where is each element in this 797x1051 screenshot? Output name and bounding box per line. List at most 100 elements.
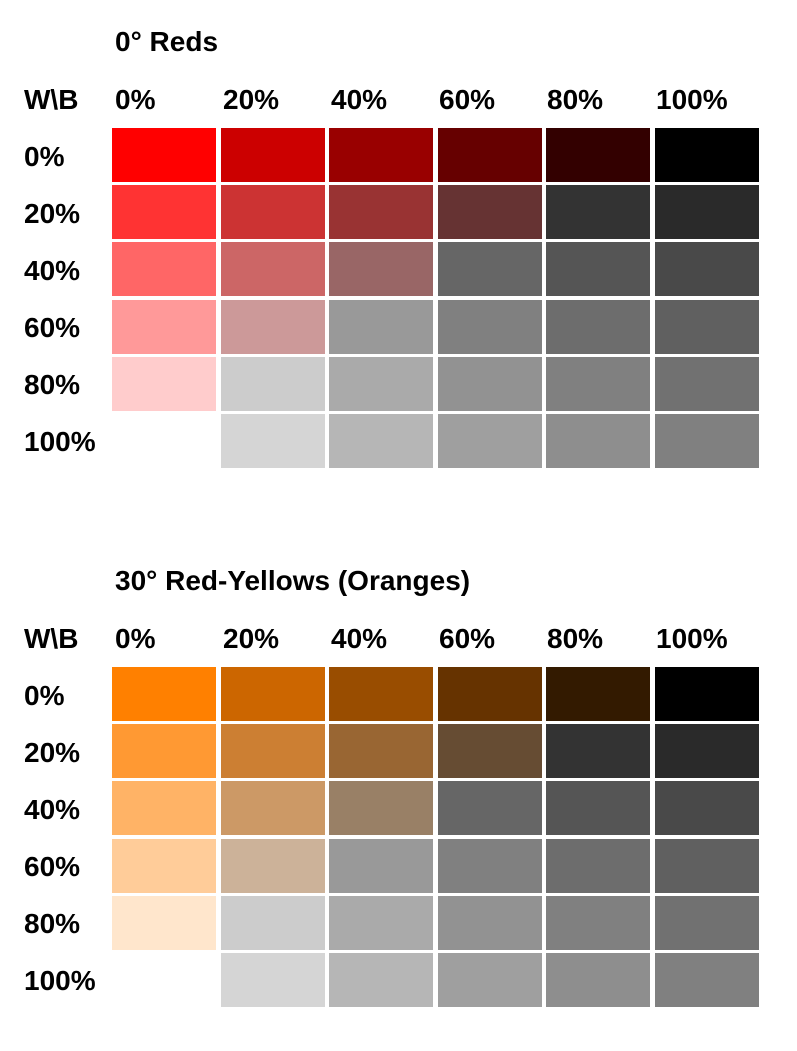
color-swatch bbox=[329, 242, 433, 296]
row-label-whiteness-80: 80% bbox=[24, 369, 81, 400]
color-swatch bbox=[655, 896, 759, 950]
color-swatch bbox=[655, 781, 759, 835]
panel-title: 0° Reds bbox=[115, 26, 219, 57]
color-swatch bbox=[438, 414, 542, 468]
color-swatch bbox=[112, 724, 216, 778]
color-swatch bbox=[546, 781, 650, 835]
color-swatch bbox=[221, 724, 325, 778]
corner-label: W\B bbox=[24, 623, 79, 654]
color-swatch bbox=[438, 724, 542, 778]
color-swatch bbox=[655, 414, 759, 468]
row-label-whiteness-0: 0% bbox=[24, 680, 65, 711]
color-swatch bbox=[546, 242, 650, 296]
color-swatch bbox=[329, 185, 433, 239]
color-swatch bbox=[329, 953, 433, 1007]
reds-swatch-grid bbox=[112, 128, 759, 470]
row-label-whiteness-80: 80% bbox=[24, 908, 81, 939]
color-swatch bbox=[655, 953, 759, 1007]
color-swatch bbox=[438, 185, 542, 239]
column-label-blackness-0: 0% bbox=[115, 623, 156, 654]
row-label-whiteness-100: 100% bbox=[24, 965, 96, 996]
color-swatch bbox=[438, 839, 542, 893]
column-label-blackness-100: 100% bbox=[656, 84, 728, 115]
color-swatch bbox=[655, 667, 759, 721]
color-swatch bbox=[438, 128, 542, 182]
color-swatch bbox=[655, 128, 759, 182]
column-label-blackness-60: 60% bbox=[439, 623, 496, 654]
color-swatch bbox=[546, 839, 650, 893]
color-swatch bbox=[655, 724, 759, 778]
color-swatch bbox=[546, 357, 650, 411]
color-swatch bbox=[112, 839, 216, 893]
column-label-blackness-0: 0% bbox=[115, 84, 156, 115]
color-swatch bbox=[221, 781, 325, 835]
color-swatch bbox=[221, 414, 325, 468]
color-swatch bbox=[438, 953, 542, 1007]
color-swatch bbox=[546, 300, 650, 354]
color-swatch bbox=[546, 896, 650, 950]
panel-title: 30° Red-Yellows (Oranges) bbox=[115, 565, 471, 596]
color-swatch bbox=[112, 185, 216, 239]
color-swatch bbox=[112, 667, 216, 721]
color-swatch bbox=[438, 357, 542, 411]
color-swatch bbox=[112, 357, 216, 411]
color-swatch bbox=[221, 896, 325, 950]
column-label-blackness-100: 100% bbox=[656, 623, 728, 654]
color-swatch bbox=[438, 896, 542, 950]
column-label-blackness-20: 20% bbox=[223, 623, 280, 654]
color-swatch bbox=[655, 242, 759, 296]
color-swatch bbox=[546, 185, 650, 239]
row-label-whiteness-40: 40% bbox=[24, 794, 81, 825]
color-swatch bbox=[329, 357, 433, 411]
column-label-blackness-20: 20% bbox=[223, 84, 280, 115]
color-swatch bbox=[655, 839, 759, 893]
column-label-blackness-40: 40% bbox=[331, 623, 388, 654]
color-swatch bbox=[112, 128, 216, 182]
color-swatch bbox=[329, 300, 433, 354]
color-swatch bbox=[221, 839, 325, 893]
color-swatch bbox=[655, 185, 759, 239]
row-label-whiteness-20: 20% bbox=[24, 198, 81, 229]
color-swatch bbox=[329, 896, 433, 950]
row-label-whiteness-100: 100% bbox=[24, 426, 96, 457]
color-swatch bbox=[655, 357, 759, 411]
color-swatch bbox=[655, 300, 759, 354]
color-swatch bbox=[438, 667, 542, 721]
column-label-blackness-80: 80% bbox=[547, 623, 604, 654]
color-swatch bbox=[221, 128, 325, 182]
color-swatch bbox=[329, 781, 433, 835]
oranges-swatch-grid bbox=[112, 667, 759, 1009]
column-label-blackness-60: 60% bbox=[439, 84, 496, 115]
color-swatch bbox=[112, 781, 216, 835]
color-swatch bbox=[438, 781, 542, 835]
color-swatch bbox=[112, 896, 216, 950]
color-swatch bbox=[112, 242, 216, 296]
color-swatch bbox=[546, 414, 650, 468]
corner-label: W\B bbox=[24, 84, 79, 115]
color-swatch bbox=[329, 414, 433, 468]
column-label-blackness-80: 80% bbox=[547, 84, 604, 115]
color-swatch bbox=[438, 300, 542, 354]
color-swatch bbox=[438, 242, 542, 296]
color-swatch bbox=[546, 953, 650, 1007]
color-swatch bbox=[221, 242, 325, 296]
color-swatch bbox=[221, 667, 325, 721]
color-swatch bbox=[329, 724, 433, 778]
row-label-whiteness-60: 60% bbox=[24, 851, 81, 882]
column-label-blackness-40: 40% bbox=[331, 84, 388, 115]
color-swatch bbox=[221, 953, 325, 1007]
row-label-whiteness-40: 40% bbox=[24, 255, 81, 286]
color-swatch bbox=[221, 357, 325, 411]
color-swatch bbox=[546, 667, 650, 721]
row-label-whiteness-60: 60% bbox=[24, 312, 81, 343]
color-swatch bbox=[546, 724, 650, 778]
row-label-whiteness-0: 0% bbox=[24, 141, 65, 172]
color-swatch bbox=[112, 300, 216, 354]
color-swatch bbox=[546, 128, 650, 182]
color-swatch bbox=[221, 300, 325, 354]
color-swatch bbox=[329, 839, 433, 893]
row-label-whiteness-20: 20% bbox=[24, 737, 81, 768]
color-swatch bbox=[329, 128, 433, 182]
color-swatch bbox=[329, 667, 433, 721]
color-swatch bbox=[221, 185, 325, 239]
